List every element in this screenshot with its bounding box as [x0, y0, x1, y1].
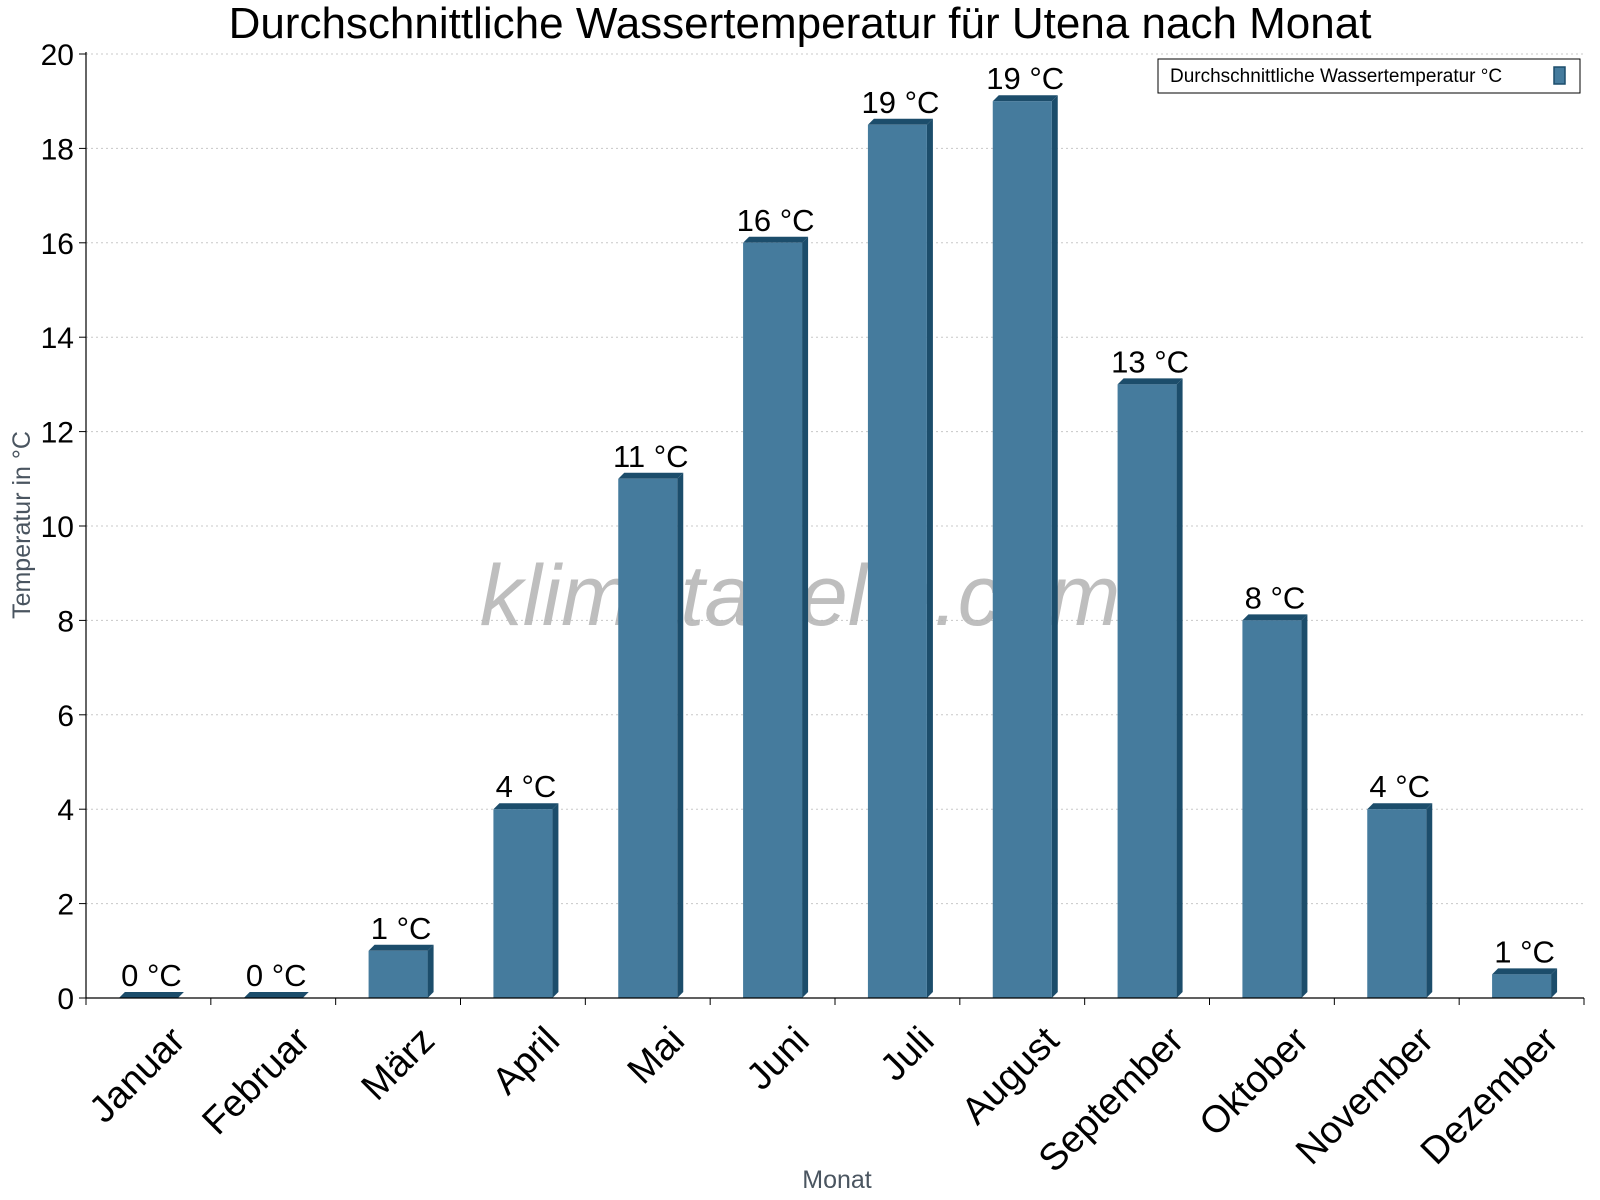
bar-side — [552, 803, 559, 998]
data-label: 0 °C — [246, 958, 307, 993]
bar-top — [493, 803, 559, 810]
x-tick-label: Juni — [739, 1019, 818, 1098]
bar-top — [118, 992, 184, 998]
bar-front — [368, 950, 428, 998]
bar-top — [368, 944, 434, 951]
bar-top — [992, 95, 1058, 102]
bar-juni — [743, 236, 809, 999]
bar-januar — [118, 992, 184, 998]
y-axis-label: Temperatur in °C — [8, 431, 36, 619]
x-tick-label: April — [484, 1019, 567, 1102]
x-tick-label: Juli — [872, 1019, 942, 1089]
y-tick-label: 8 — [57, 605, 74, 638]
x-tick-label: Februar — [194, 1019, 318, 1143]
y-tick-label: 4 — [57, 794, 74, 827]
data-label: 16 °C — [737, 203, 815, 238]
y-tick-label: 20 — [41, 39, 74, 72]
bar-november — [1367, 803, 1433, 998]
bar-top — [867, 118, 933, 125]
x-tick-label: Dezember — [1413, 1019, 1567, 1173]
bar-august — [992, 95, 1058, 998]
bar-side — [677, 472, 684, 998]
bar-front — [1117, 384, 1177, 998]
bar-side — [1051, 95, 1058, 998]
data-label: 11 °C — [613, 439, 689, 474]
bar-side — [926, 118, 933, 999]
axes — [79, 52, 1585, 1005]
bar-september — [1117, 378, 1183, 998]
data-label: 13 °C — [1111, 344, 1189, 379]
chart-title: Durchschnittliche Wassertemperatur für U… — [229, 0, 1372, 48]
bar-side — [1551, 968, 1558, 998]
bar-side — [427, 944, 434, 998]
bar-top — [1367, 803, 1433, 810]
data-label: 4 °C — [496, 769, 557, 804]
y-tick-label: 18 — [41, 133, 74, 166]
bar-juli — [867, 118, 933, 999]
bar-märz — [368, 944, 434, 998]
bar-front — [493, 809, 553, 998]
bar-front — [992, 101, 1052, 998]
y-tick-label: 2 — [57, 889, 74, 922]
x-axis-label: Monat — [802, 1166, 872, 1194]
data-label: 8 °C — [1245, 580, 1306, 615]
y-tick-label: 6 — [57, 700, 74, 733]
bar-februar — [243, 992, 309, 998]
bar-april — [493, 803, 559, 998]
bar-side — [802, 236, 809, 999]
bars — [118, 95, 1558, 999]
x-tick-label: Januar — [82, 1019, 194, 1131]
legend: Durchschnittliche Wassertemperatur °C — [1157, 58, 1581, 94]
bar-front — [743, 242, 803, 999]
data-labels: 0 °C 0 °C 1 °C 4 °C 11 °C 16 °C 19 °C 19 °C 13 °… — [121, 61, 1555, 993]
bar-front — [1242, 620, 1302, 998]
bar-side — [1301, 614, 1308, 998]
x-tick-label: Mai — [620, 1019, 693, 1092]
bar-side — [1176, 378, 1183, 998]
legend-box — [1157, 58, 1581, 94]
bar-top — [243, 992, 309, 998]
data-label: 1 °C — [1494, 934, 1555, 969]
data-label: 1 °C — [371, 911, 432, 946]
y-tick-label: 12 — [41, 417, 74, 450]
data-label: 19 °C — [986, 61, 1064, 96]
data-label: 19 °C — [861, 85, 939, 120]
x-tick-labels: Januar Februar März April Mai Juni Juli AugustS… — [82, 1019, 1567, 1180]
bar-top — [1492, 968, 1558, 975]
y-tick-label: 14 — [41, 322, 74, 355]
x-tick-label: März — [354, 1019, 443, 1108]
y-tick-labels: 0 2 4 6 8 10 12 14 16 18 20 — [41, 39, 74, 1016]
x-tick-label: August — [954, 1019, 1068, 1133]
y-tick-label: 0 — [57, 983, 74, 1016]
bar-oktober — [1242, 614, 1308, 998]
x-tick-label: Oktober — [1192, 1019, 1318, 1145]
legend-swatch — [1553, 66, 1566, 85]
bar-top — [1117, 378, 1183, 385]
bar-front — [618, 478, 678, 998]
bar-top — [618, 472, 684, 479]
bar-mai — [618, 472, 684, 998]
bar-top — [743, 236, 809, 243]
y-tick-label: 16 — [41, 228, 74, 261]
bar-front — [867, 124, 927, 999]
bar-dezember — [1492, 968, 1558, 998]
bar-top — [1242, 614, 1308, 621]
gridlines — [86, 53, 1584, 905]
legend-label: Durchschnittliche Wassertemperatur °C — [1170, 66, 1502, 87]
y-tick-label: 10 — [41, 511, 74, 544]
data-label: 0 °C — [121, 958, 182, 993]
bar-front — [1367, 809, 1427, 998]
bar-side — [1426, 803, 1433, 998]
data-label: 4 °C — [1369, 769, 1430, 804]
bar-front — [1492, 974, 1552, 998]
